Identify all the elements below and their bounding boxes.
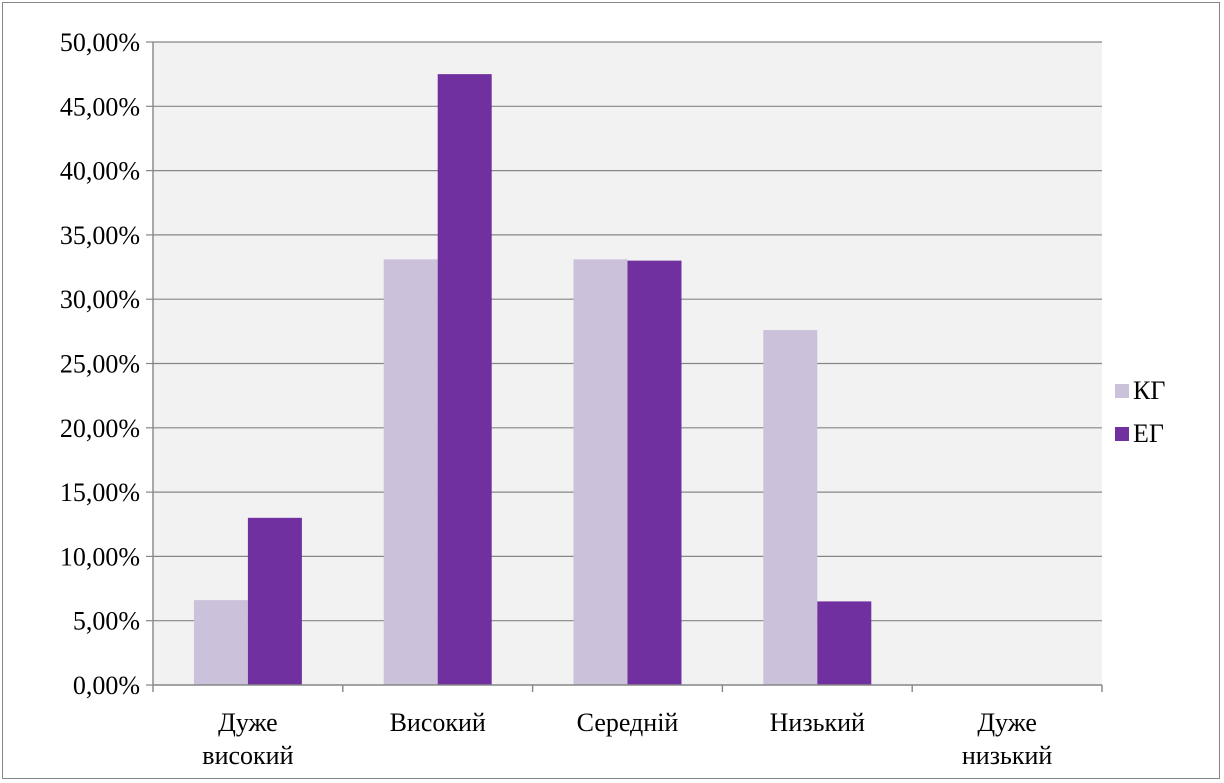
y-tick-label: 0,00% — [73, 671, 140, 700]
y-tick-label: 45,00% — [60, 92, 140, 121]
y-tick-label: 50,00% — [60, 28, 140, 57]
legend-swatch — [1115, 384, 1129, 398]
legend-label: КГ — [1133, 376, 1165, 405]
y-tick-label: 15,00% — [60, 478, 140, 507]
bar-kg-0 — [193, 600, 248, 685]
y-tick-label: 20,00% — [60, 414, 140, 443]
x-axis-category-labels: Дуже високий Високий Середній Низький Дуже низ… — [202, 708, 1052, 770]
bar-eg-1 — [437, 74, 492, 685]
bar-kg-2 — [573, 259, 628, 685]
bar-kg-1 — [383, 259, 438, 685]
y-tick-label: 5,00% — [73, 607, 140, 636]
x-category-label: Дуже високий — [202, 708, 293, 770]
legend-label: ЕГ — [1133, 419, 1164, 448]
legend: КГ ЕГ — [1115, 376, 1165, 448]
x-category-label: Дуже низький — [962, 708, 1053, 770]
legend-swatch — [1115, 427, 1129, 441]
x-category-label: Низький — [770, 708, 865, 737]
y-tick-label: 30,00% — [60, 285, 140, 314]
y-tick-label: 25,00% — [60, 350, 140, 379]
x-category-label: Середній — [577, 708, 679, 737]
bar-eg-3 — [817, 601, 872, 685]
bars — [193, 74, 872, 685]
x-category-label: Високий — [390, 708, 486, 737]
y-axis-tick-labels: 0,00% 5,00% 10,00% 15,00% 20,00% 25,00% 30,00%… — [60, 28, 140, 700]
y-tick-label: 40,00% — [60, 157, 140, 186]
axes — [152, 42, 1103, 692]
y-tick-label: 10,00% — [60, 542, 140, 571]
bar-eg-2 — [627, 260, 682, 685]
bar-eg-0 — [247, 517, 302, 685]
y-tick-label: 35,00% — [60, 221, 140, 250]
bar-kg-3 — [763, 330, 818, 685]
